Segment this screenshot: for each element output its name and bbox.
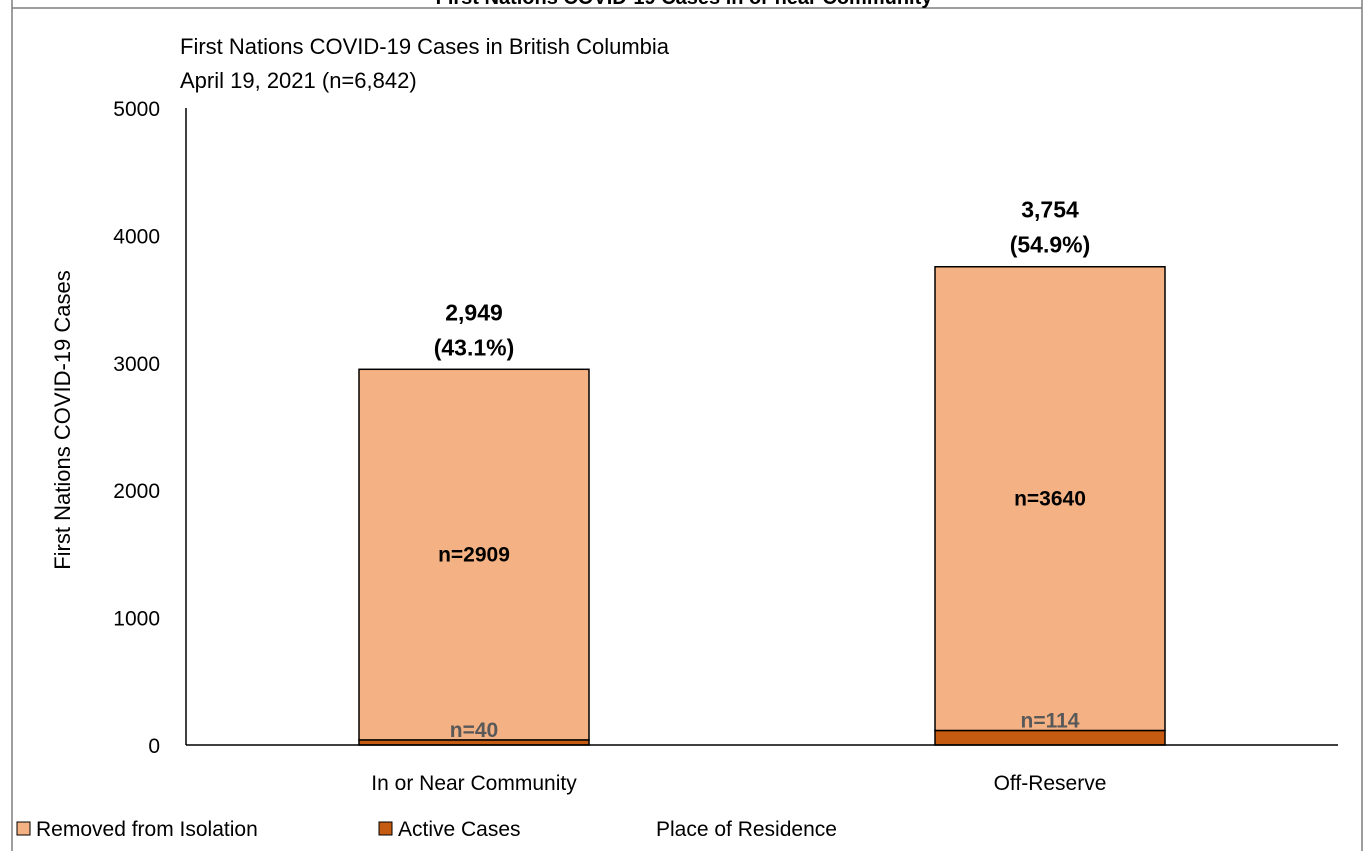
bars [358,265,1166,746]
y-tick-label: 2000 [113,480,160,503]
y-tick-label: 4000 [113,225,160,248]
legend-label-removed: Removed from Isolation [36,818,258,841]
y-tick-label: 1000 [113,608,160,631]
header-title: First Nations COVID-19 Cases in or near … [436,0,934,9]
x-tick-label: In or Near Community [371,772,577,795]
total-percent-label: (43.1%) [434,334,515,360]
x-axis-ticks: In or Near Community Off-Reserve [371,772,1106,795]
y-tick-label: 0 [148,735,160,758]
legend-label-active: Active Cases [398,818,521,841]
y-axis-ticks: 0 1000 2000 3000 4000 5000 [113,98,160,758]
x-tick-label: Off-Reserve [994,772,1107,795]
bar-segment [358,368,590,741]
legend: Removed from Isolation Active Cases [16,818,521,841]
x-axis-label: Place of Residence [656,818,837,841]
data-label: n=40 [450,719,498,742]
total-percent-label: (54.9%) [1010,232,1091,258]
legend-swatch-active [378,821,393,836]
data-label: n=114 [1021,709,1080,732]
y-tick-label: 5000 [113,98,160,121]
data-label: n=2909 [438,544,510,567]
chart-title: First Nations COVID-19 Cases in British … [180,34,670,59]
chart-subtitle: April 19, 2021 (n=6,842) [180,68,417,93]
total-label: 3,754 [1021,197,1079,223]
y-axis-label: First Nations COVID-19 Cases [50,270,75,570]
total-label: 2,949 [445,299,503,325]
bar-segment [934,729,1166,746]
data-label: n=3640 [1014,488,1086,511]
data-labels: n=40 n=2909 2,949 (43.1%) n=114 n=3640 3,754 (5… [434,197,1091,742]
y-tick-label: 3000 [113,353,160,376]
bar-segment [934,265,1166,732]
legend-swatch-removed [16,821,31,836]
